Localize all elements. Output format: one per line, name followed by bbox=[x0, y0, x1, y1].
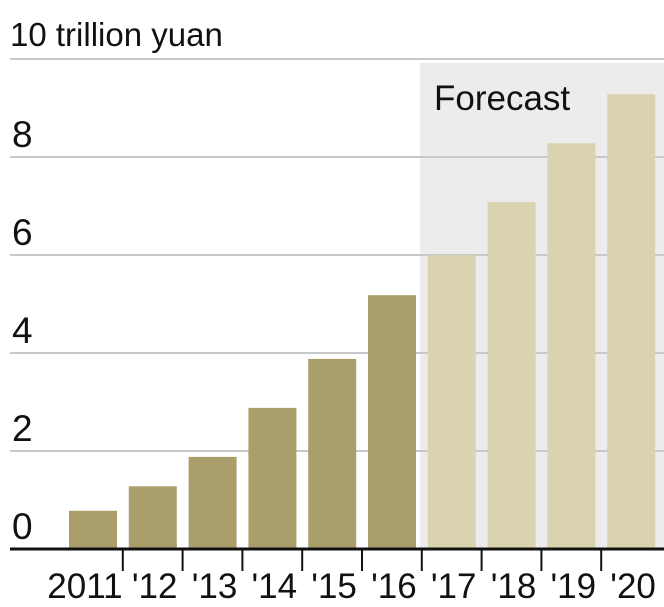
x-tick-label: '14 bbox=[251, 567, 297, 606]
x-tick-label: '12 bbox=[132, 567, 178, 606]
bar bbox=[427, 255, 476, 549]
bars bbox=[69, 94, 656, 549]
bar bbox=[69, 510, 117, 549]
y-tick-label: 4 bbox=[12, 310, 33, 351]
bar bbox=[308, 358, 357, 549]
x-tick-label: '13 bbox=[192, 567, 238, 606]
x-tick-separators bbox=[121, 549, 603, 571]
x-tick-label: '15 bbox=[311, 567, 357, 606]
x-tick-label: 2011 bbox=[47, 567, 122, 606]
y-tick-label: 0 bbox=[12, 506, 33, 547]
bar bbox=[188, 456, 237, 549]
x-tick-label: '16 bbox=[371, 567, 417, 606]
bar bbox=[368, 295, 416, 549]
x-tick-label: '20 bbox=[610, 567, 656, 606]
bar bbox=[248, 407, 297, 549]
forecast-label: Forecast bbox=[434, 79, 570, 118]
bar bbox=[128, 486, 177, 549]
x-tick-label: '18 bbox=[491, 567, 537, 606]
x-tick-labels: 2011 '12 '13 '14 '15 '16 '17 '18 '19 '20 bbox=[47, 567, 656, 606]
y-tick-label: 8 bbox=[12, 114, 33, 155]
unit-label: 10 trillion yuan bbox=[10, 16, 223, 53]
bar bbox=[607, 94, 656, 549]
y-tick-label: 2 bbox=[12, 408, 33, 449]
y-tick-labels: 0 2 4 6 8 bbox=[12, 114, 33, 547]
bar bbox=[487, 202, 536, 549]
bar bbox=[547, 143, 596, 549]
y-tick-label: 6 bbox=[12, 212, 33, 253]
x-tick-label: '17 bbox=[431, 567, 477, 606]
x-tick-label: '19 bbox=[550, 567, 596, 606]
